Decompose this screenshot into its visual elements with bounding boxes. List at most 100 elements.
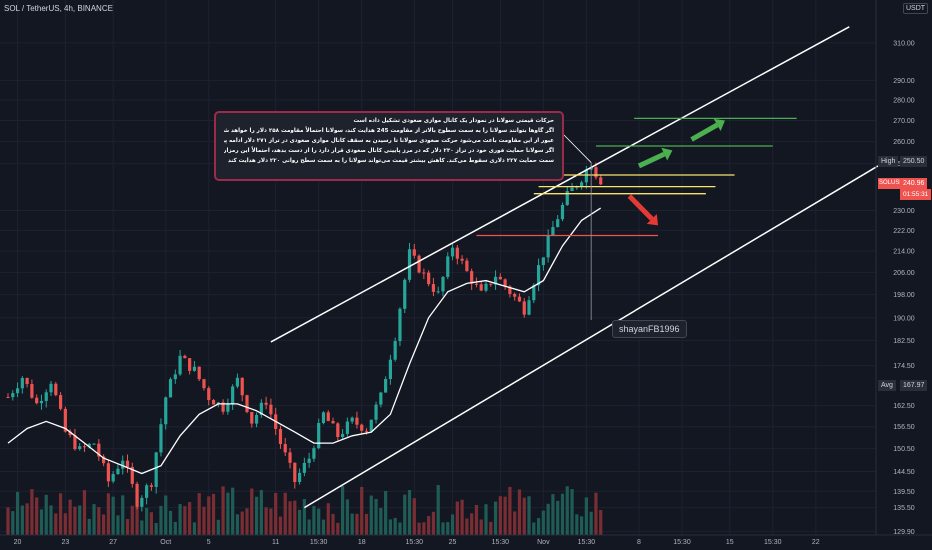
candle-body [211, 400, 216, 405]
candle-body [312, 448, 316, 459]
candle-body [417, 255, 421, 273]
candle-body [188, 358, 192, 371]
candle-body [326, 412, 330, 422]
volume-bars [6, 485, 603, 535]
volume-bar [560, 493, 565, 535]
candle-body [384, 378, 388, 393]
candle-body [565, 191, 569, 205]
candle-body [30, 384, 34, 398]
volume-bar [517, 489, 522, 535]
candle-body [87, 443, 91, 447]
candle-body [493, 276, 498, 285]
candle-body [398, 308, 402, 342]
price-tick-label: 222.00 [893, 228, 915, 235]
candle-body [436, 291, 440, 293]
candle-body [78, 446, 82, 450]
volume-bar [35, 497, 39, 535]
time-tick-label: 15:30 [406, 539, 424, 546]
volume-bar [20, 505, 24, 535]
grid [0, 0, 876, 535]
note-line: عبور از این مقاومت باعث می‌شود حرکت صعود… [224, 138, 554, 144]
time-tick-label: 23 [61, 539, 69, 546]
price-tick-label: 174.50 [893, 363, 915, 370]
volume-bar [503, 496, 507, 535]
note-line: اگر گاوها بتوانند سولانا را به سمت سطوح … [224, 128, 554, 134]
volume-bar [6, 507, 10, 535]
candle-body [49, 383, 53, 393]
symbol-label: SOLUSDT [878, 178, 902, 189]
candle-body [35, 397, 39, 404]
candle-body [58, 395, 63, 409]
candle-body [360, 424, 364, 431]
candle-body [498, 276, 502, 280]
candle-body [393, 341, 397, 360]
price-tick-label: 230.00 [893, 208, 915, 215]
candle-body [269, 404, 273, 415]
candle-body [479, 284, 483, 291]
volume-bar [412, 498, 416, 535]
candle-body [508, 286, 512, 294]
candle-body [178, 355, 182, 375]
arrow-up-shaft[interactable] [637, 151, 666, 169]
volume-bar [302, 499, 306, 535]
time-tick-label: 18 [358, 539, 366, 546]
arrow-up-head[interactable] [713, 118, 725, 131]
moving-average-line [7, 207, 602, 475]
arrow-up-head[interactable] [661, 147, 673, 161]
volume-bar [489, 521, 493, 535]
candle-body [484, 283, 488, 291]
volume-bar [149, 512, 153, 535]
candle-body [594, 167, 598, 178]
volume-bar [87, 518, 91, 535]
candle-body [474, 283, 479, 285]
price-tick-label: 182.50 [893, 338, 915, 345]
time-tick-label: 15:30 [578, 539, 596, 546]
candle-body [465, 260, 469, 272]
arrow-down-shaft[interactable] [627, 194, 654, 221]
volume-bar [350, 513, 354, 535]
volume-bar [82, 490, 87, 535]
analysis-note[interactable]: حرکات قیمتی سولانا در نمودار یک کانال مو… [214, 111, 564, 181]
volume-bar [116, 515, 120, 535]
volume-bar [68, 499, 72, 535]
symbol-title[interactable]: SOL / TetherUS, 4h, BINANCE [4, 4, 113, 13]
volume-bar [154, 522, 158, 535]
volume-bar [436, 485, 440, 535]
currency-badge[interactable]: USDT [903, 3, 929, 14]
candle-body [197, 366, 201, 380]
candle-body [82, 446, 87, 448]
candle-body [207, 388, 211, 401]
candle-body [283, 444, 287, 453]
channel-lower-line[interactable] [303, 165, 879, 509]
time-tick-label: 22 [812, 539, 820, 546]
volume-bar [278, 516, 283, 535]
candle-body [63, 408, 67, 432]
candle-body [39, 400, 44, 404]
candle-body [407, 249, 412, 280]
volume-bar [498, 496, 502, 535]
candle-body [20, 377, 24, 389]
arrow-up-shaft[interactable] [690, 122, 719, 142]
price-tick-label: 260.00 [893, 139, 915, 146]
drawings[interactable] [270, 26, 879, 509]
volume-bar [288, 501, 292, 535]
volume-bar [58, 493, 63, 535]
time-tick-label: 11 [272, 539, 279, 546]
candle-body [125, 460, 130, 467]
volume-bar [508, 486, 512, 535]
volume-bar [106, 493, 110, 535]
candle-body [470, 271, 474, 284]
price-tick-label: 135.50 [893, 505, 915, 512]
arrow-down-head[interactable] [646, 214, 659, 226]
candle-body [116, 468, 120, 475]
volume-bar [283, 492, 287, 535]
channel-upper-line[interactable] [270, 26, 850, 343]
volume-bar [254, 496, 259, 535]
volume-bar [297, 509, 302, 535]
candle-body [446, 256, 450, 277]
price-tick-label: 198.00 [893, 292, 915, 299]
candle-body [68, 431, 72, 436]
candle-body [580, 182, 584, 187]
candle-body [517, 296, 522, 302]
